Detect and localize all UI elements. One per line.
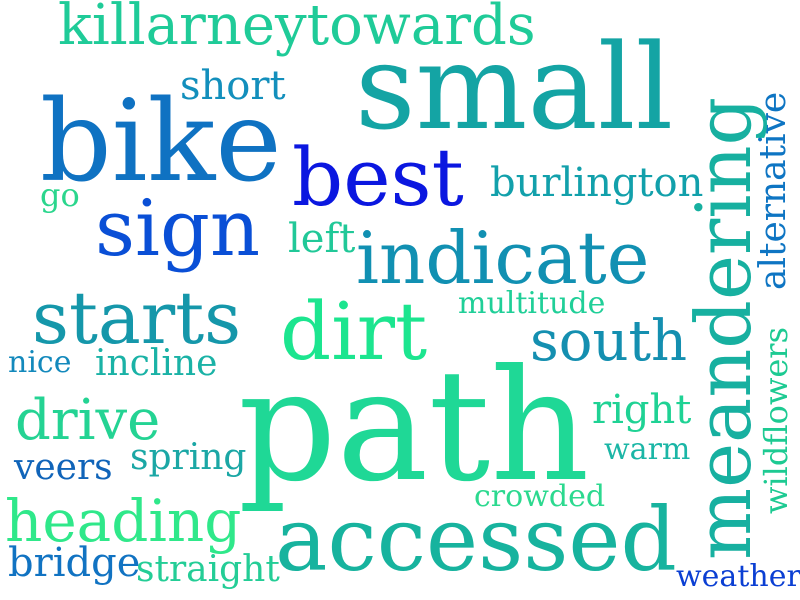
word-wildflowers: wildflowers [757,327,795,514]
word-crowded: crowded [474,479,606,514]
word-incline: incline [95,343,218,384]
word-burlington: burlington [490,160,704,206]
word-heading: heading [5,487,242,555]
word-starts: starts [32,276,242,360]
word-bike: bike [40,77,282,207]
word-dirt: dirt [280,285,428,378]
word-small: small [355,18,674,156]
word-go: go [40,176,80,214]
word-best: best [292,131,464,224]
word-sign: sign [95,184,261,274]
word-straight: straight [136,549,280,590]
word-weather: weather [676,559,800,594]
word-left: left [288,216,356,262]
word-meandering: meandering [679,96,768,560]
word-warm: warm [604,432,691,467]
word-spring: spring [130,437,247,478]
word-short: short [180,63,286,109]
word-accessed: accessed [275,488,677,591]
word-killarneytowards: killarneytowards [58,0,536,58]
word-bridge: bridge [8,540,141,586]
word-south: south [530,309,688,374]
word-drive: drive [15,388,161,453]
word-multitude: multitude [458,286,606,321]
word-right: right [592,387,692,433]
word-nice: nice [8,345,72,380]
word-indicate: indicate [356,216,650,300]
word-veers: veers [14,447,113,488]
word-path: path [238,337,590,516]
